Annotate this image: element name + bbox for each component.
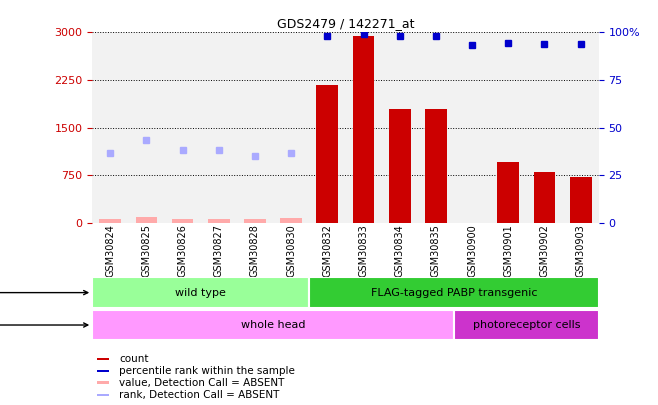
- Text: rank, Detection Call = ABSENT: rank, Detection Call = ABSENT: [120, 390, 280, 400]
- Bar: [316, 85, 338, 223]
- Bar: [244, 219, 266, 223]
- Bar: [345, 32, 382, 223]
- Text: tissue: tissue: [0, 320, 88, 330]
- Bar: [92, 32, 128, 223]
- Bar: [280, 217, 302, 223]
- Bar: [526, 32, 563, 223]
- Text: photoreceptor cells: photoreceptor cells: [472, 320, 580, 330]
- Bar: [418, 32, 454, 223]
- Bar: [172, 219, 193, 223]
- Text: count: count: [120, 354, 149, 364]
- Bar: [497, 162, 519, 223]
- Bar: [97, 382, 109, 384]
- Bar: [273, 32, 309, 223]
- Bar: [425, 109, 447, 223]
- Bar: [563, 32, 599, 223]
- Text: whole head: whole head: [241, 320, 305, 330]
- Bar: [128, 32, 164, 223]
- Bar: [309, 32, 345, 223]
- Bar: [92, 310, 454, 340]
- Bar: [490, 32, 526, 223]
- Bar: [136, 217, 157, 223]
- Text: genotype/variation: genotype/variation: [0, 288, 88, 298]
- Bar: [208, 219, 230, 223]
- Bar: [353, 36, 374, 223]
- Bar: [97, 370, 109, 372]
- Text: percentile rank within the sample: percentile rank within the sample: [120, 366, 295, 376]
- Bar: [382, 32, 418, 223]
- Bar: [201, 32, 237, 223]
- Bar: [454, 32, 490, 223]
- Bar: [237, 32, 273, 223]
- Bar: [570, 177, 592, 223]
- Bar: [99, 219, 121, 223]
- Bar: [92, 277, 309, 308]
- Bar: [164, 32, 201, 223]
- Bar: [97, 394, 109, 396]
- Bar: [389, 109, 411, 223]
- Bar: [454, 310, 599, 340]
- Text: wild type: wild type: [175, 288, 226, 298]
- Bar: [534, 172, 555, 223]
- Bar: [309, 277, 599, 308]
- Title: GDS2479 / 142271_at: GDS2479 / 142271_at: [277, 17, 414, 30]
- Text: value, Detection Call = ABSENT: value, Detection Call = ABSENT: [120, 377, 285, 388]
- Text: FLAG-tagged PABP transgenic: FLAG-tagged PABP transgenic: [370, 288, 538, 298]
- Bar: [97, 358, 109, 360]
